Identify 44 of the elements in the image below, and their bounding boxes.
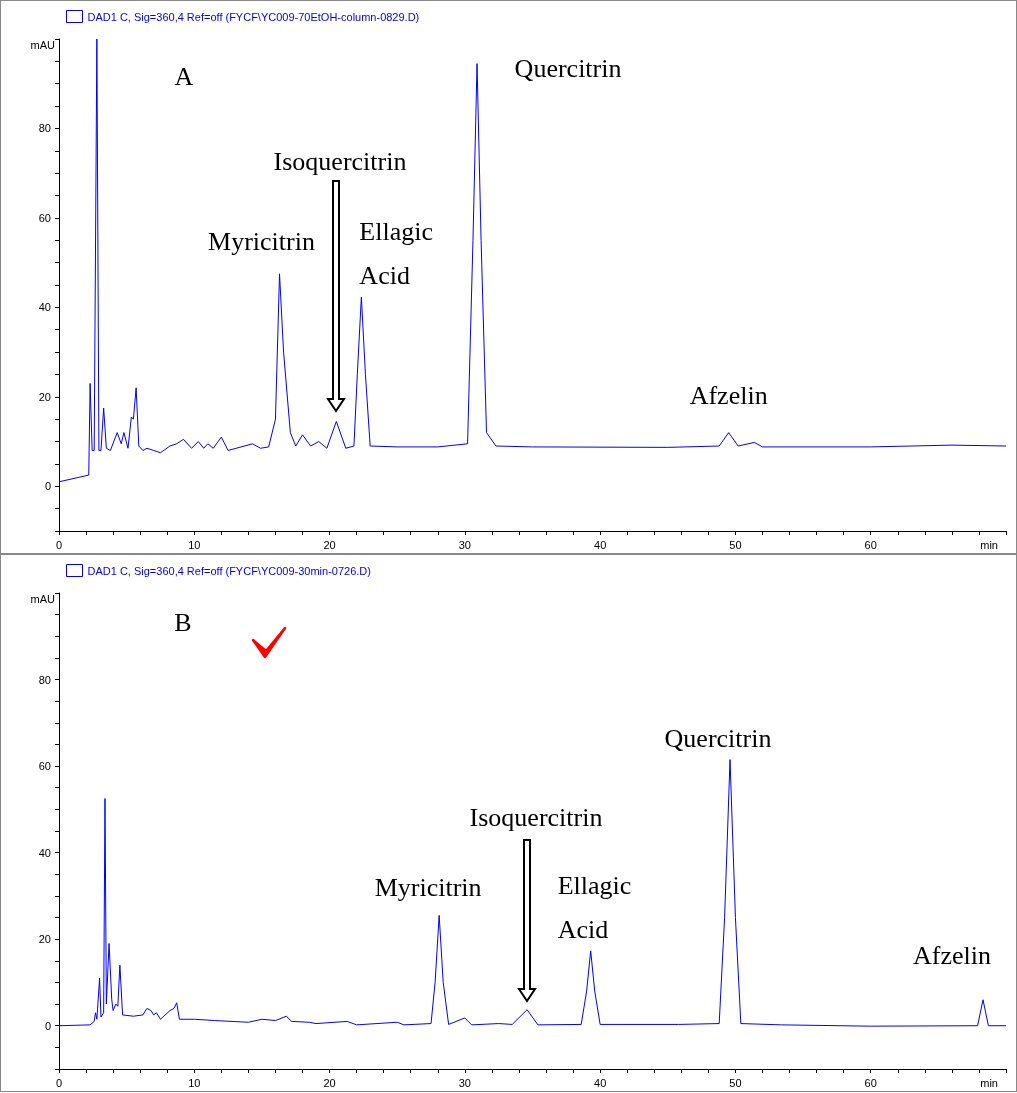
- x-tick-label: 60: [864, 1076, 877, 1089]
- annotation: Afzelin: [689, 381, 768, 411]
- x-tick-label: 50: [729, 538, 742, 551]
- x-axis-title: min: [980, 538, 998, 551]
- x-tick-label: 0: [55, 1076, 63, 1089]
- x-tick-label: 40: [594, 1076, 607, 1089]
- x-tick-label: 30: [458, 1076, 471, 1089]
- annotation: Quercitrin: [514, 54, 622, 84]
- annotation: B: [174, 607, 192, 637]
- legend-label: DAD1 C, Sig=360,4 Ref=off (FYCF\YC009-30min-0726.D): [87, 564, 371, 577]
- y-tick-label: 80: [38, 673, 51, 686]
- y-tick-label: 0: [44, 1019, 51, 1032]
- y-tick-label: 0: [44, 480, 51, 493]
- y-tick-label: 20: [38, 390, 51, 403]
- annotation: A: [174, 61, 194, 91]
- annotation: Ellagic Acid: [557, 871, 638, 945]
- annotation: Myricitrin: [374, 872, 482, 902]
- y-axis-title: mAU: [30, 593, 56, 605]
- annotation: Myricitrin: [208, 227, 315, 257]
- x-axis-title: min: [980, 1076, 998, 1089]
- y-tick-label: 80: [38, 122, 51, 135]
- x-tick-label: 50: [729, 1076, 742, 1089]
- x-tick-label: 60: [864, 538, 877, 551]
- x-tick-label: 30: [458, 538, 471, 551]
- y-tick-label: 20: [38, 933, 51, 946]
- y-tick-label: 40: [38, 846, 51, 859]
- x-tick-label: 10: [188, 1076, 201, 1089]
- legend-label: DAD1 C, Sig=360,4 Ref=off (FYCF\YC009-70EtOH-column-0829.D): [87, 10, 420, 23]
- x-tick-label: 10: [188, 538, 201, 551]
- y-tick-label: 40: [38, 301, 51, 314]
- x-tick-label: 40: [594, 538, 607, 551]
- line-series: [58, 759, 1007, 1027]
- annotation: Isoquercitrin: [273, 146, 407, 176]
- y-tick-label: 60: [38, 760, 51, 773]
- y-axis-title: mAU: [30, 39, 56, 51]
- x-tick-label: 20: [323, 1076, 336, 1089]
- x-tick-label: 20: [323, 538, 336, 551]
- annotation: Ellagic Acid: [359, 216, 440, 290]
- line-series: [58, 38, 1007, 483]
- annotation: Quercitrin: [664, 724, 772, 754]
- annotation: Afzelin: [913, 941, 991, 971]
- y-tick-label: 60: [38, 211, 51, 224]
- x-tick-label: 0: [55, 538, 63, 551]
- annotation: Isoquercitrin: [469, 802, 603, 832]
